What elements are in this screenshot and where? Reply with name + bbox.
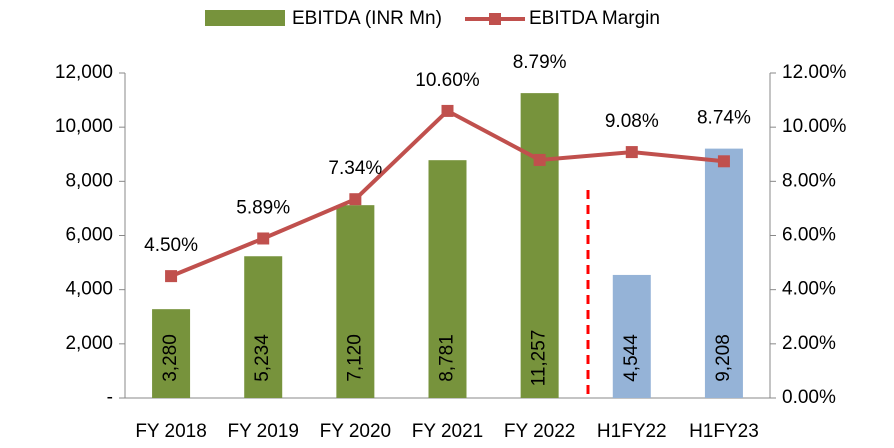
x-tick-label: H1FY22	[597, 421, 667, 442]
point-label: 8.74%	[697, 108, 751, 129]
bar-label: 9,208	[713, 334, 734, 382]
y-tick-label: 6,000	[65, 225, 113, 246]
bar	[336, 205, 375, 398]
marker	[441, 104, 454, 117]
legend-label: EBITDA (INR Mn)	[292, 8, 442, 29]
bar	[704, 148, 743, 398]
y2-tick-label: 2.00%	[782, 333, 836, 354]
y-tick-label: 4,000	[65, 279, 113, 300]
y2-tick-label: 10.00%	[782, 116, 847, 137]
y2-tick-label: 0.00%	[782, 387, 836, 408]
bar	[428, 160, 467, 398]
point-label: 5.89%	[236, 197, 290, 218]
y-tick-label: 2,000	[65, 333, 113, 354]
point-label: 9.08%	[605, 111, 659, 132]
bar-label: 11,257	[529, 330, 550, 387]
y-tick-label: 8,000	[65, 170, 113, 191]
y-tick-label: 10,000	[55, 116, 113, 137]
y2-tick-label: 8.00%	[782, 170, 836, 191]
legend-label: EBITDA Margin	[529, 8, 660, 29]
marker	[717, 155, 730, 168]
x-tick-label: FY 2018	[135, 421, 206, 442]
marker	[257, 232, 270, 245]
point-label: 10.60%	[415, 70, 480, 91]
marker	[533, 153, 546, 166]
x-tick-label: FY 2019	[227, 421, 298, 442]
marker	[625, 146, 638, 159]
y2-tick-label: 4.00%	[782, 279, 836, 300]
bar	[520, 93, 559, 398]
marker	[165, 270, 178, 283]
y-tick-label: -	[107, 387, 113, 408]
marker	[349, 193, 362, 206]
bar-label: 5,234	[252, 334, 273, 382]
bar	[152, 309, 191, 398]
x-tick-label: FY 2020	[320, 421, 391, 442]
y2-tick-label: 6.00%	[782, 225, 836, 246]
bar-label: 8,781	[437, 334, 458, 382]
bar	[612, 274, 651, 398]
y2-tick-label: 12.00%	[782, 62, 847, 83]
bar-label: 3,280	[160, 334, 181, 382]
point-label: 4.50%	[144, 235, 198, 256]
x-tick-label: H1FY23	[689, 421, 759, 442]
x-tick-label: FY 2021	[412, 421, 483, 442]
y-tick-label: 12,000	[55, 62, 113, 83]
point-label: 8.79%	[513, 52, 567, 73]
legend-swatch	[205, 10, 285, 26]
legend-marker	[489, 13, 501, 25]
point-label: 7.34%	[328, 158, 382, 179]
bar	[244, 256, 283, 398]
bar-label: 7,120	[344, 334, 365, 382]
bar-label: 4,544	[621, 334, 642, 382]
x-tick-label: FY 2022	[504, 421, 575, 442]
